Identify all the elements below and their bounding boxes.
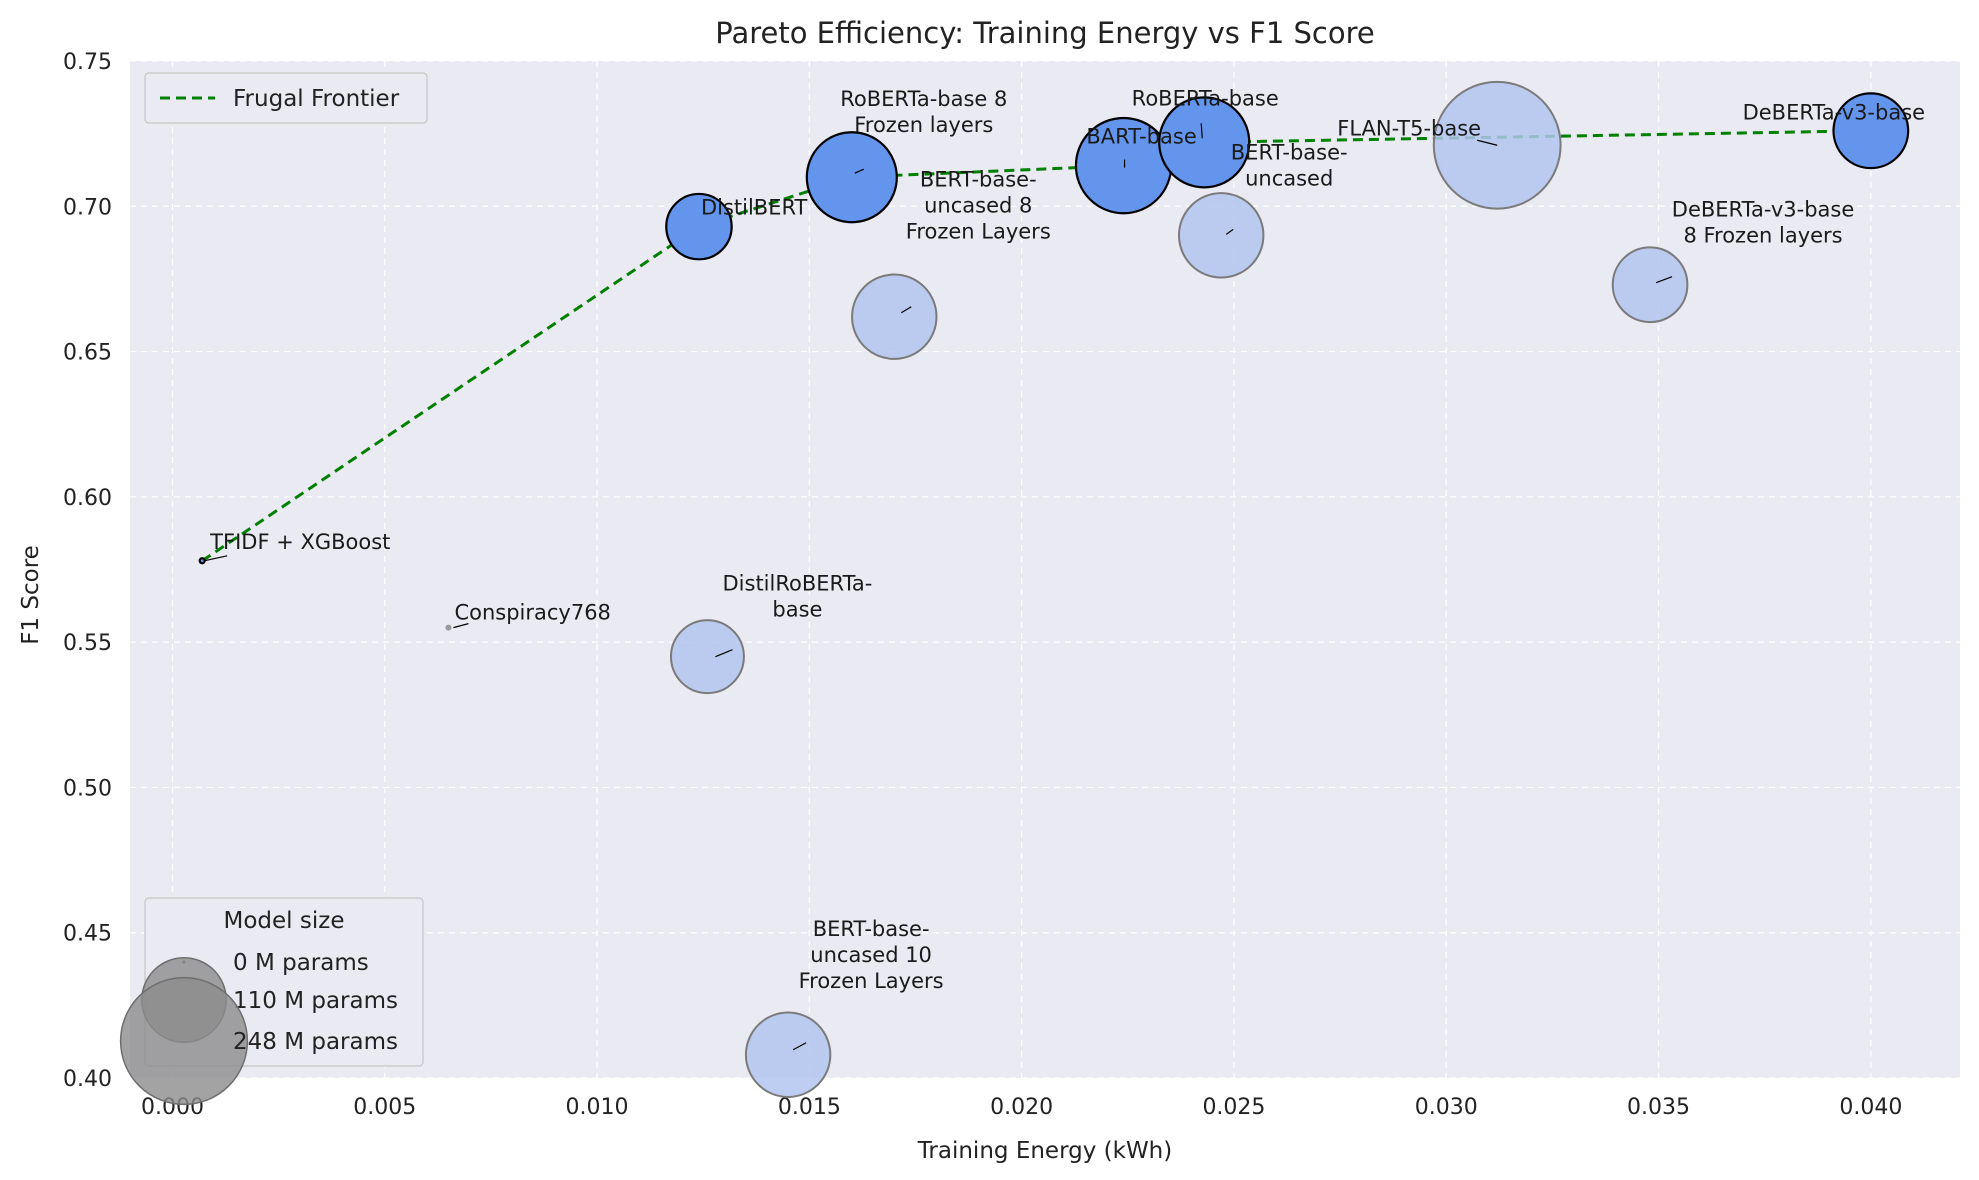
point-label: Frozen Layers bbox=[906, 220, 1051, 244]
point-label: RoBERTa-base bbox=[1132, 86, 1279, 110]
size-legend-entries: 0 M params 110 M params 248 M params bbox=[119, 950, 398, 1106]
annotation-leader bbox=[1225, 228, 1234, 235]
y-tick-label: 0.75 bbox=[63, 50, 112, 75]
data-point-frontier bbox=[1832, 92, 1910, 170]
x-tick-label: 0.010 bbox=[566, 1095, 629, 1120]
x-tick-label: 0.015 bbox=[778, 1095, 841, 1120]
size-legend-marker bbox=[119, 976, 249, 1106]
point-label: uncased bbox=[1245, 166, 1333, 190]
y-tick-label: 0.65 bbox=[63, 341, 112, 366]
annotation-leader bbox=[1655, 276, 1673, 284]
y-tick-label: 0.70 bbox=[63, 195, 112, 220]
point-label: BERT-base- bbox=[1231, 140, 1348, 164]
y-tick-label: 0.60 bbox=[63, 486, 112, 511]
annotation-leader bbox=[715, 649, 733, 658]
point-label: BERT-base- bbox=[813, 917, 930, 941]
point-label: 8 Frozen layers bbox=[1683, 224, 1842, 248]
data-point-frontier bbox=[805, 131, 898, 224]
frontier-legend: Frugal Frontier bbox=[144, 72, 428, 124]
point-label: DeBERTa-v3-base bbox=[1672, 198, 1855, 222]
x-tick-label: 0.005 bbox=[353, 1095, 416, 1120]
point-label: BART-base bbox=[1086, 125, 1196, 149]
data-point bbox=[445, 624, 452, 631]
size-legend-label: 110 M params bbox=[233, 988, 398, 1014]
x-tick-label: 0.020 bbox=[990, 1095, 1053, 1120]
point-label: uncased 8 bbox=[924, 194, 1032, 218]
y-tick-label: 0.55 bbox=[63, 631, 112, 656]
data-point bbox=[1177, 192, 1265, 279]
point-label: Frozen layers bbox=[854, 113, 993, 137]
data-point-frontier bbox=[198, 557, 206, 565]
y-tick-label: 0.45 bbox=[63, 922, 112, 947]
point-label: FLAN-T5-base bbox=[1337, 116, 1481, 140]
frontier-line-group bbox=[201, 129, 1871, 563]
data-point bbox=[744, 1011, 832, 1098]
data-point-frontier bbox=[665, 192, 733, 261]
point-label: base bbox=[772, 598, 822, 622]
y-tick-label: 0.50 bbox=[63, 776, 112, 801]
point-label: DistilBERT bbox=[701, 196, 808, 220]
point-label: TFIDF + XGBoost bbox=[209, 530, 390, 554]
point-label: uncased 10 bbox=[810, 943, 932, 967]
frontier-line bbox=[201, 129, 1871, 563]
annotation-leader bbox=[453, 623, 469, 629]
data-point bbox=[851, 273, 938, 360]
size-legend-label: 0 M params bbox=[233, 950, 369, 976]
x-tick-label: 0.040 bbox=[1839, 1095, 1902, 1120]
point-label: BERT-base- bbox=[920, 168, 1037, 192]
size-legend: Model size 0 M params 110 M params 248 M p… bbox=[119, 897, 424, 1106]
y-axis-ticks: 0.40 0.45 0.50 0.55 0.60 0.65 0.70 0.75 bbox=[63, 50, 112, 1092]
y-axis-title: F1 Score bbox=[18, 545, 44, 645]
x-tick-label: 0.035 bbox=[1627, 1095, 1690, 1120]
point-label: Conspiracy768 bbox=[454, 601, 610, 625]
annotation-leader bbox=[792, 1042, 807, 1051]
data-point bbox=[1611, 246, 1689, 324]
point-label: RoBERTa-base 8 bbox=[840, 87, 1007, 111]
frontier-legend-label: Frugal Frontier bbox=[233, 86, 400, 112]
annotation-leader bbox=[900, 306, 912, 314]
x-axis-ticks: 0.000 0.005 0.010 0.015 0.020 0.025 0.030 0.035… bbox=[141, 1095, 1902, 1120]
point-label: Frozen Layers bbox=[799, 969, 944, 993]
size-legend-title: Model size bbox=[224, 908, 345, 934]
x-tick-label: 0.030 bbox=[1415, 1095, 1478, 1120]
y-tick-label: 0.40 bbox=[63, 1067, 112, 1092]
data-point bbox=[670, 619, 745, 695]
x-axis-title: Training Energy (kWh) bbox=[917, 1138, 1172, 1164]
size-legend-label: 248 M params bbox=[233, 1029, 398, 1055]
plot-area bbox=[130, 61, 1960, 1078]
annotation-leader bbox=[854, 168, 865, 174]
point-label: DistilRoBERTa- bbox=[723, 572, 873, 596]
annotation-leader bbox=[1477, 139, 1498, 146]
point-label: DeBERTa-v3-base bbox=[1743, 101, 1926, 125]
x-tick-label: 0.025 bbox=[1202, 1095, 1265, 1120]
annotation-leader bbox=[204, 555, 228, 562]
point-annotations: TFIDF + XGBoost Conspiracy768 DistilBERT Di… bbox=[204, 86, 1926, 1051]
chart-title: Pareto Efficiency: Training Energy vs F1… bbox=[715, 16, 1374, 50]
data-point-frontier bbox=[1158, 96, 1251, 189]
frontier-legend-box bbox=[144, 72, 428, 124]
annotation-leader bbox=[1200, 123, 1203, 139]
